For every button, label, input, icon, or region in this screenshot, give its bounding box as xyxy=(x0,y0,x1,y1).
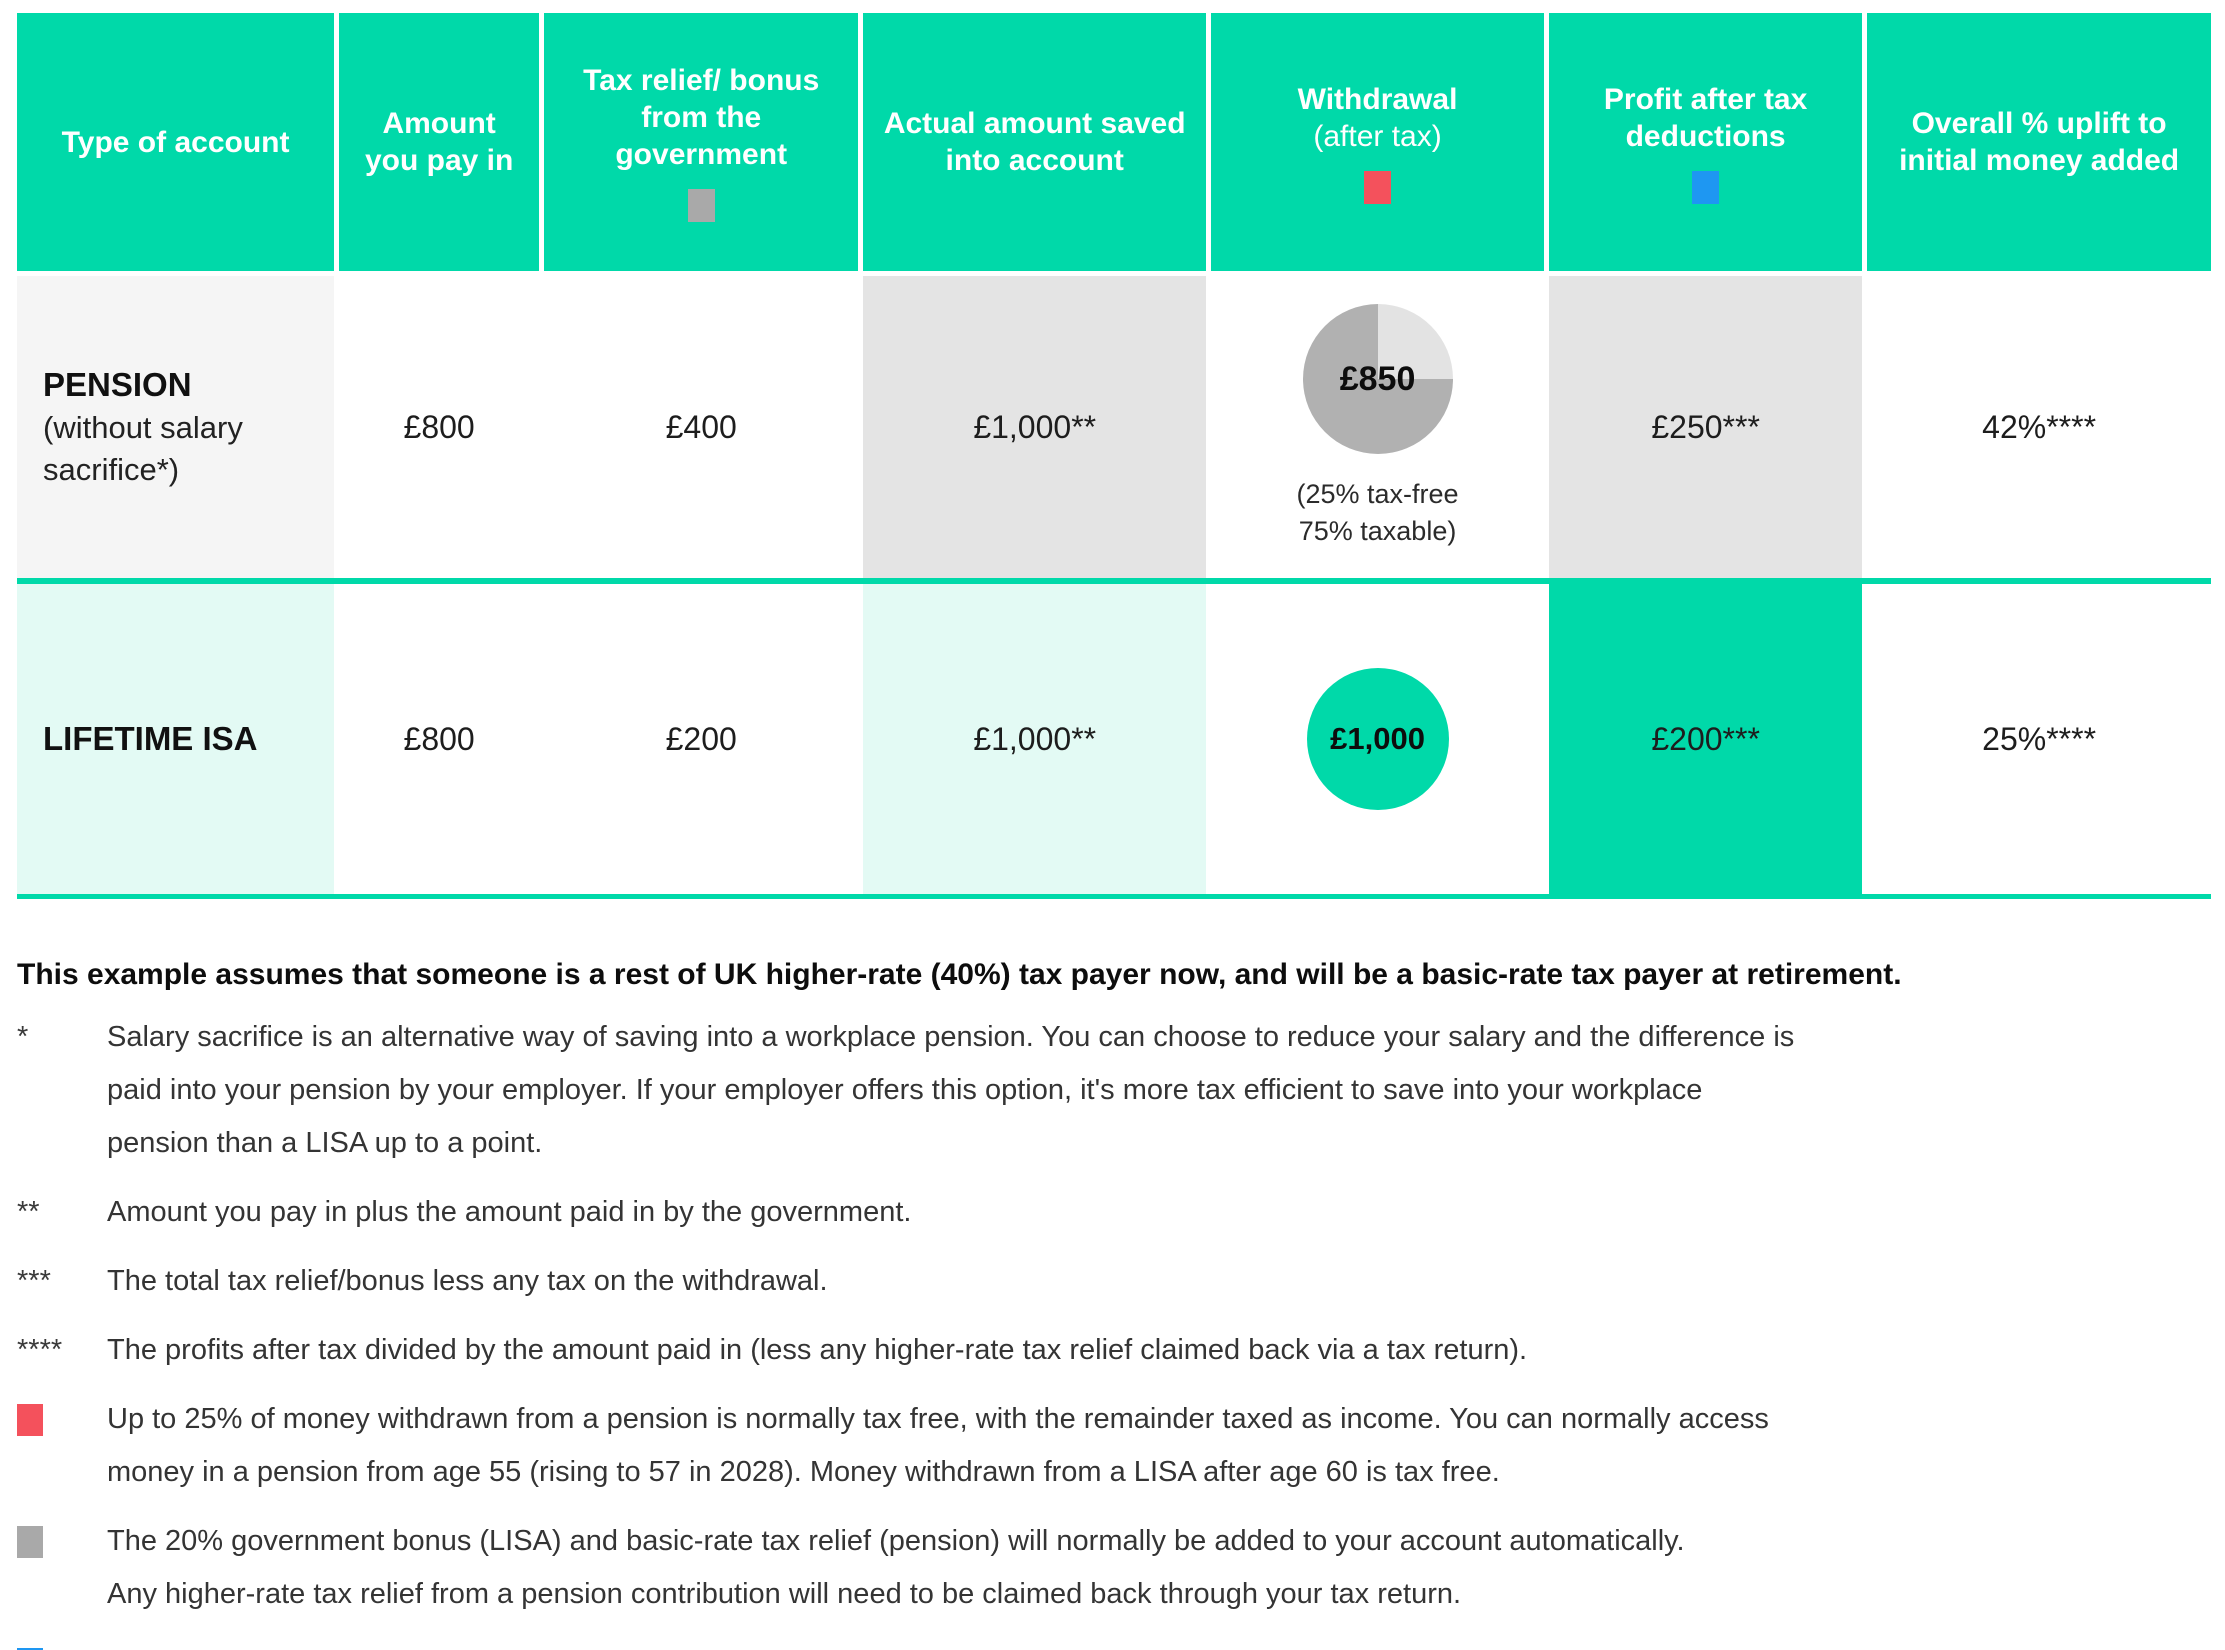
footnote-profit: *** The total tax relief/bonus less any … xyxy=(17,1255,2201,1308)
grey-square-icon xyxy=(687,189,715,222)
column-header-label: Withdrawal xyxy=(1297,82,1458,116)
red-square-icon xyxy=(1364,170,1392,204)
footnote-uplift: **** The profits after tax divided by th… xyxy=(17,1324,2201,1377)
value: £1,000** xyxy=(973,408,1097,445)
pension-tax-relief-cell: £400 xyxy=(544,276,858,578)
value: £800 xyxy=(403,720,475,757)
footnote-text: The profits after tax divided by the amo… xyxy=(107,1324,2201,1377)
red-square-icon xyxy=(17,1404,43,1436)
value: £200 xyxy=(665,720,737,757)
pie-chart-caption: (25% tax-free 75% taxable) xyxy=(1296,479,1459,546)
column-header-label: Profit after tax deductions xyxy=(1603,82,1808,153)
footnote-text: The total tax relief/bonus less any tax … xyxy=(107,1255,2201,1308)
column-header-withdrawal: Withdrawal (after tax) xyxy=(1211,13,1545,271)
pension-profit-cell: £250*** xyxy=(1549,276,1863,578)
column-header-actual-amount-saved: Actual amount saved into account xyxy=(863,13,1207,271)
pension-uplift-cell: 42%**** xyxy=(1867,276,2211,578)
account-name-note: (without salary sacrifice*) xyxy=(43,410,243,487)
account-name: LIFETIME ISA xyxy=(43,720,258,757)
pension-row-name-cell: PENSION (without salary sacrifice*) xyxy=(17,276,335,578)
footnote-withdrawal-tax: Up to 25% of money withdrawn from a pens… xyxy=(17,1393,2201,1499)
blue-square-icon xyxy=(17,1648,43,1650)
footnote-text xyxy=(107,1637,2201,1650)
pie-chart-value: £850 xyxy=(1339,359,1416,398)
footnote-line: pension than a LISA up to a point. xyxy=(107,1127,543,1159)
footnote-line: The profits after tax divided by the amo… xyxy=(107,1334,1528,1366)
column-header-label: Amount you pay in xyxy=(364,107,514,177)
column-header-overall-uplift: Overall % uplift to initial money added xyxy=(1867,13,2211,271)
footnote-text: The 20% government bonus (LISA) and basi… xyxy=(107,1515,2201,1621)
footnote-line: paid into your pension by your employer.… xyxy=(107,1074,1703,1106)
double-asterisk-marker: ** xyxy=(17,1196,40,1228)
pension-pay-in-cell: £800 xyxy=(339,276,539,578)
column-header-label: Actual amount saved into account xyxy=(883,107,1186,177)
value: £400 xyxy=(665,408,737,445)
column-header-tax-relief: Tax relief/ bonus from the government xyxy=(544,13,859,271)
circle-value: £1,000 xyxy=(1330,721,1425,756)
pension-actual-saved-cell: £1,000** xyxy=(863,276,1207,578)
column-header-label: Type of account xyxy=(61,125,290,159)
red-square-marker xyxy=(17,1393,107,1499)
footnote-government-bonus: The 20% government bonus (LISA) and basi… xyxy=(17,1515,2201,1621)
withdrawal-pie-chart: £850 xyxy=(1302,304,1453,454)
row-divider-line xyxy=(17,578,2211,584)
grey-square-marker xyxy=(17,1515,107,1621)
triple-asterisk-marker: *** xyxy=(17,1265,51,1297)
asterisk-marker: * xyxy=(17,1021,29,1053)
blue-square-marker xyxy=(17,1637,107,1650)
footnote-text: Up to 25% of money withdrawn from a pens… xyxy=(107,1393,2201,1499)
lisa-row-name-cell: LIFETIME ISA xyxy=(17,584,335,894)
column-header-type-of-account: Type of account xyxy=(17,13,335,271)
footnote-actual-amount: ** Amount you pay in plus the amount pai… xyxy=(17,1186,2201,1239)
footnote-line: Any higher-rate tax relief from a pensio… xyxy=(107,1578,1462,1610)
value: 42%**** xyxy=(1982,408,2097,445)
account-name: PENSION xyxy=(43,366,192,403)
withdrawal-circle: £1,000 xyxy=(1306,668,1449,810)
column-header-amount-you-pay-in: Amount you pay in xyxy=(339,13,540,271)
blue-square-icon xyxy=(1692,170,1720,204)
value: £250*** xyxy=(1651,408,1760,445)
column-header-sublabel: (after tax) xyxy=(1313,119,1442,153)
footnote-line: Salary sacrifice is an alternative way o… xyxy=(107,1021,1795,1053)
footnote-line: The 20% government bonus (LISA) and basi… xyxy=(107,1525,1685,1557)
footnote-text: Salary sacrifice is an alternative way o… xyxy=(107,1011,2201,1170)
quad-asterisk-marker: **** xyxy=(17,1334,63,1366)
footnote-line: Amount you pay in plus the amount paid i… xyxy=(107,1196,912,1228)
lisa-actual-saved-cell: £1,000** xyxy=(863,584,1207,894)
column-header-label: Tax relief/ bonus from the government xyxy=(583,64,820,171)
value: £200*** xyxy=(1651,720,1760,757)
footnote-salary-sacrifice: * Salary sacrifice is an alternative way… xyxy=(17,1011,2201,1170)
footnote-line: money in a pension from age 55 (rising t… xyxy=(107,1456,1500,1488)
footnote-line: The total tax relief/bonus less any tax … xyxy=(107,1265,828,1297)
footnotes-section: This example assumes that someone is a r… xyxy=(17,955,2211,1650)
column-header-profit-after-tax: Profit after tax deductions xyxy=(1549,13,1863,271)
value: £800 xyxy=(403,408,475,445)
lisa-pay-in-cell: £800 xyxy=(339,584,539,894)
value: £1,000** xyxy=(973,720,1097,757)
footnote-text: Amount you pay in plus the amount paid i… xyxy=(107,1186,2201,1239)
grey-square-icon xyxy=(17,1526,43,1558)
value: 25%**** xyxy=(1982,720,2097,757)
footnote-line: Up to 25% of money withdrawn from a pens… xyxy=(107,1403,1769,1435)
lisa-withdrawal-cell: £1,000 xyxy=(1211,584,1544,894)
footnotes-list: * Salary sacrifice is an alternative way… xyxy=(17,1011,2201,1650)
lisa-profit-cell: £200*** xyxy=(1549,584,1863,894)
pension-withdrawal-cell: £850 (25% tax-free 75% taxable) xyxy=(1211,276,1544,578)
comparison-table: Type of account Amount you pay in Tax re… xyxy=(17,13,2211,899)
header-body-gap xyxy=(17,271,2211,276)
lisa-uplift-cell: 25%**** xyxy=(1867,584,2211,894)
table-bottom-line xyxy=(17,894,2211,899)
footnote-cutoff xyxy=(17,1637,2201,1650)
column-header-label: Overall % uplift to initial money added xyxy=(1899,107,2180,177)
assumption-statement: This example assumes that someone is a r… xyxy=(17,958,1902,991)
lisa-tax-relief-cell: £200 xyxy=(544,584,858,894)
